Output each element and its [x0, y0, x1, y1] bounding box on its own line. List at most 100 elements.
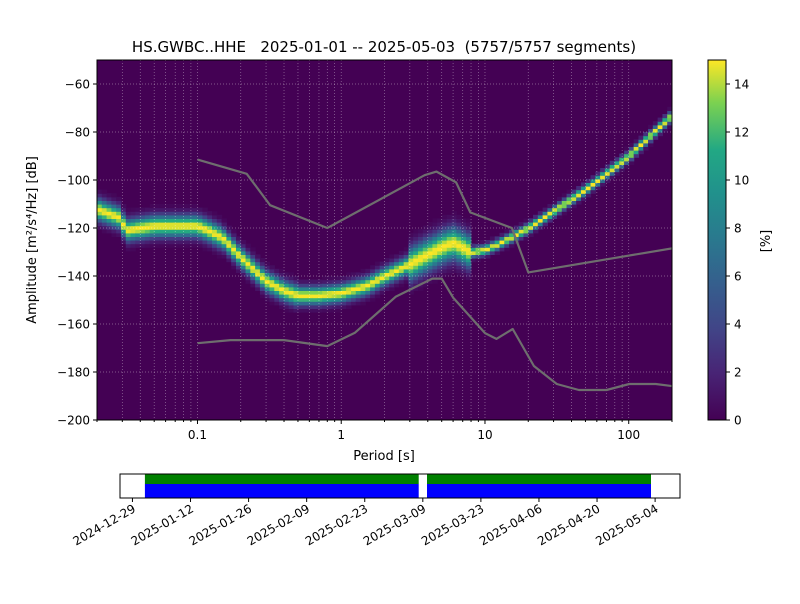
heatmap-cell: [207, 225, 213, 230]
heatmap-cell: [437, 258, 443, 263]
heatmap-cell: [408, 250, 414, 255]
heatmap-cell: [557, 204, 563, 209]
heatmap-cell: [643, 142, 649, 147]
heatmap-cell: [494, 243, 501, 248]
heatmap-cell: [537, 211, 544, 216]
heatmap-cell: [269, 283, 275, 288]
heatmap-cell: [465, 225, 472, 230]
heatmap-cell: [259, 290, 266, 295]
heatmap-cell: [120, 232, 127, 237]
heatmap-cell: [461, 243, 467, 248]
heatmap-cell: [652, 132, 659, 137]
heatmap-cell: [384, 272, 390, 277]
grid-layer: [97, 60, 672, 420]
heatmap-cell: [235, 268, 242, 273]
heatmap-cell: [374, 276, 381, 281]
heatmap-cell: [619, 153, 625, 158]
heatmap-cell: [130, 229, 136, 234]
heatmap-cell: [164, 243, 170, 248]
heatmap-cell: [374, 261, 381, 266]
heatmap-cell: [140, 229, 146, 234]
heatmap-cell: [259, 294, 266, 299]
heatmap-cell: [259, 279, 266, 284]
heatmap-cell: [235, 236, 242, 241]
colorbar-tick-label: 2: [734, 366, 742, 380]
heatmap-cell: [461, 276, 467, 281]
heatmap-cell: [235, 247, 242, 252]
heatmap-cell: [255, 261, 261, 266]
heatmap-cell: [149, 211, 156, 216]
heatmap-cell: [437, 250, 443, 255]
heatmap-cell: [212, 211, 218, 216]
date-tick-label: 2025-03-09: [361, 501, 428, 548]
heatmap-cell: [408, 283, 414, 288]
heatmap-cell: [418, 247, 424, 252]
heatmap-cell: [413, 247, 419, 252]
heatmap-cell: [379, 268, 386, 273]
heatmap-cell: [188, 207, 194, 212]
heatmap-cell: [638, 150, 644, 155]
heatmap-cell: [456, 229, 462, 234]
heatmap-cell: [465, 276, 472, 281]
heatmap-cell: [207, 240, 213, 245]
heatmap-cell: [571, 204, 577, 209]
heatmap-cell: [638, 146, 644, 151]
heatmap-cell: [183, 236, 189, 241]
heatmap-cell: [379, 286, 386, 291]
heatmap-cell: [120, 211, 127, 216]
heatmap-cell: [135, 222, 141, 227]
heatmap-cell: [413, 286, 419, 291]
heatmap-cell: [164, 214, 170, 219]
heatmap-cell: [418, 276, 424, 281]
heatmap-cell: [312, 290, 319, 295]
heatmap-cell: [432, 229, 438, 234]
heatmap-cell: [245, 247, 251, 252]
heatmap-cell: [178, 222, 184, 227]
heatmap-cell: [432, 247, 438, 252]
heatmap-cell: [279, 297, 285, 302]
heatmap-cell: [178, 229, 184, 234]
heatmap-cell: [240, 268, 247, 273]
heatmap-cell: [274, 294, 280, 299]
heatmap-cell: [360, 268, 366, 273]
heatmap-cell: [97, 225, 103, 230]
heatmap-cell: [442, 258, 448, 263]
heatmap-cell: [403, 272, 410, 277]
heatmap-cell: [379, 290, 386, 295]
heatmap-cell: [523, 236, 529, 241]
heatmap-cell: [288, 283, 295, 288]
noise-model-nhnm: [197, 158, 672, 274]
heatmap-cell: [250, 276, 256, 281]
heatmap-cell: [418, 232, 424, 237]
heatmap-cell: [183, 243, 189, 248]
heatmap-cell: [212, 236, 218, 241]
heatmap-cell: [322, 276, 328, 281]
heatmap-cell: [312, 304, 319, 309]
heatmap-cell: [264, 265, 271, 270]
heatmap-cell: [106, 211, 112, 216]
heatmap-cell: [600, 168, 606, 173]
heatmap-cell: [470, 243, 477, 248]
heatmap-cell: [221, 236, 227, 241]
heatmap-cell: [633, 142, 640, 147]
heatmap-cell: [614, 171, 620, 176]
heatmap-cell: [413, 236, 419, 241]
heatmap-cell: [144, 207, 151, 212]
heatmap-cell: [140, 236, 146, 241]
heatmap-cell: [279, 283, 285, 288]
heatmap-cell: [303, 294, 309, 299]
heatmap-cell: [154, 211, 160, 216]
heatmap-cell: [288, 272, 295, 277]
heatmap-cell: [255, 276, 261, 281]
heatmap-cell: [408, 243, 414, 248]
heatmap-cell: [418, 272, 424, 277]
heatmap-cell: [341, 304, 347, 309]
heatmap-cell: [125, 225, 132, 230]
heatmap-cell: [494, 236, 501, 241]
heatmap-cell: [600, 175, 606, 180]
heatmap-cell: [403, 276, 410, 281]
heatmap-cell: [202, 214, 208, 219]
heatmap-cell: [427, 254, 434, 259]
heatmap-cell: [154, 236, 160, 241]
heatmap-cell: [451, 236, 457, 241]
